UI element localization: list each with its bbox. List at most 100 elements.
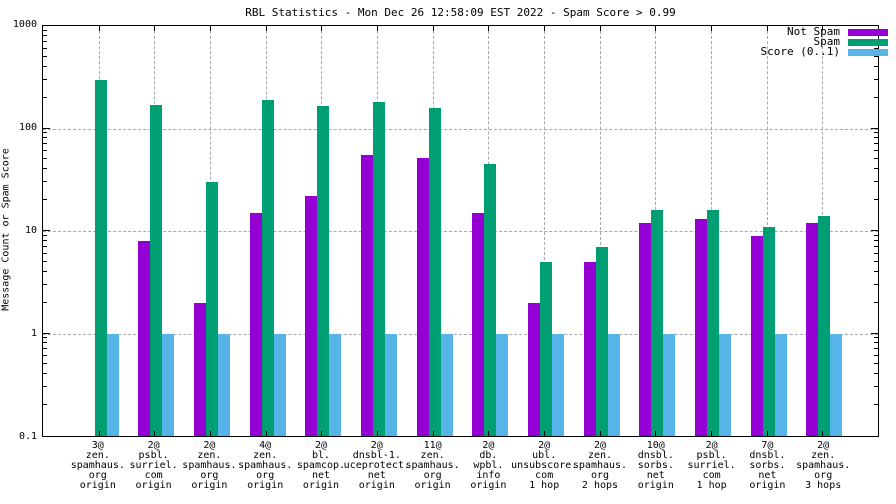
bar-score-0-1 bbox=[162, 333, 175, 436]
x-bottom-tick bbox=[822, 431, 824, 436]
y-minor-tick bbox=[43, 47, 47, 49]
x-category-label: 11@ zen. spamhaus. org origin bbox=[405, 440, 460, 491]
bar-not-spam bbox=[416, 157, 429, 436]
x-bottom-tick bbox=[210, 431, 211, 436]
bar-score-0-1 bbox=[218, 333, 230, 436]
y-minor-tick bbox=[874, 252, 878, 254]
x-top-tick bbox=[98, 26, 100, 31]
legend-swatch bbox=[848, 28, 888, 36]
y-tick-label: 1000 bbox=[12, 19, 37, 30]
y-minor-tick bbox=[43, 301, 47, 303]
y-major-tick bbox=[43, 230, 50, 231]
y-minor-tick bbox=[43, 386, 47, 388]
y-minor-tick bbox=[43, 96, 47, 98]
x-category-label: 2@ psbl. surriel. com origin bbox=[129, 440, 178, 491]
y-minor-tick bbox=[43, 132, 47, 134]
bar-not-spam bbox=[639, 222, 652, 436]
x-bottom-tick bbox=[655, 431, 657, 436]
x-category-label: 4@ zen. spamhaus. org origin bbox=[238, 440, 293, 491]
y-minor-tick bbox=[874, 150, 878, 152]
y-minor-tick bbox=[43, 363, 47, 365]
y-minor-tick bbox=[874, 158, 878, 160]
y-minor-tick bbox=[43, 29, 47, 31]
bar-not-spam bbox=[361, 155, 373, 436]
bar-score-0-1 bbox=[273, 333, 286, 436]
legend-swatch bbox=[848, 38, 888, 46]
y-minor-tick bbox=[43, 245, 47, 247]
bar-not-spam bbox=[249, 212, 262, 436]
y-minor-tick bbox=[43, 252, 47, 254]
x-bottom-tick bbox=[488, 431, 490, 436]
x-category-label: 2@ dnsbl-1. uceprotect. net origin bbox=[343, 440, 410, 491]
bar-not-spam bbox=[138, 240, 151, 436]
y-minor-tick bbox=[874, 47, 878, 49]
y-major-tick bbox=[871, 332, 878, 334]
y-minor-tick bbox=[43, 239, 47, 241]
legend-row: Not Spam bbox=[761, 26, 888, 37]
bar-spam bbox=[540, 261, 552, 436]
bar-spam bbox=[595, 246, 608, 436]
y-minor-tick bbox=[874, 65, 878, 67]
x-category-label: 10@ dnsbl. sorbs. net origin bbox=[637, 440, 674, 491]
y-minor-tick bbox=[43, 199, 47, 201]
x-top-tick bbox=[488, 26, 490, 31]
y-minor-tick bbox=[874, 96, 878, 98]
bar-spam bbox=[150, 104, 163, 436]
x-bottom-tick bbox=[599, 431, 601, 436]
y-minor-tick bbox=[874, 363, 878, 365]
y-minor-tick bbox=[874, 55, 878, 57]
y-minor-tick bbox=[874, 342, 878, 344]
y-minor-tick bbox=[874, 245, 878, 247]
bar-spam bbox=[651, 210, 664, 436]
bar-not-spam bbox=[695, 219, 707, 436]
x-top-tick bbox=[822, 26, 824, 31]
x-category-label: 2@ zen. spamhaus. org 3 hops bbox=[796, 440, 851, 491]
y-minor-tick bbox=[874, 373, 878, 375]
bar-score-0-1 bbox=[496, 333, 509, 436]
bar-spam bbox=[484, 164, 497, 436]
bar-not-spam bbox=[305, 195, 318, 436]
x-bottom-tick bbox=[321, 431, 323, 436]
y-tick-label: 0.1 bbox=[18, 431, 37, 442]
y-major-tick bbox=[871, 230, 878, 231]
y-minor-tick bbox=[874, 301, 878, 303]
x-top-tick bbox=[711, 26, 712, 31]
y-minor-tick bbox=[874, 234, 878, 236]
x-top-tick bbox=[265, 26, 267, 31]
gridline-horizontal bbox=[43, 231, 878, 232]
bar-spam bbox=[317, 106, 330, 436]
bar-spam bbox=[707, 210, 719, 436]
bar-score-0-1 bbox=[607, 333, 620, 436]
y-major-tick bbox=[43, 332, 50, 334]
x-top-tick bbox=[154, 26, 156, 31]
x-category-label: 2@ db. wpbl. info origin bbox=[470, 440, 507, 491]
y-tick-label: 1 bbox=[30, 328, 37, 339]
y-minor-tick bbox=[43, 40, 47, 42]
bar-score-0-1 bbox=[719, 333, 731, 436]
y-minor-tick bbox=[43, 270, 47, 272]
bar-not-spam bbox=[194, 302, 206, 436]
bar-not-spam bbox=[472, 212, 485, 436]
x-top-tick bbox=[377, 26, 378, 31]
x-category-label: 2@ zen. spamhaus. org origin bbox=[182, 440, 237, 491]
bar-not-spam bbox=[806, 222, 819, 436]
bar-score-0-1 bbox=[830, 333, 843, 436]
y-minor-tick bbox=[43, 234, 47, 236]
bar-score-0-1 bbox=[774, 333, 787, 436]
bar-score-0-1 bbox=[106, 333, 119, 436]
y-minor-tick bbox=[43, 181, 47, 183]
bar-not-spam bbox=[583, 261, 596, 436]
x-category-label: 2@ bl. spamcop. net origin bbox=[296, 440, 346, 491]
bar-spam bbox=[94, 79, 107, 436]
y-minor-tick bbox=[874, 199, 878, 201]
bar-not-spam bbox=[750, 235, 763, 436]
bar-spam bbox=[818, 216, 831, 436]
y-minor-tick bbox=[43, 337, 47, 339]
bar-not-spam bbox=[528, 302, 540, 436]
y-minor-tick bbox=[43, 348, 47, 350]
x-bottom-tick bbox=[377, 431, 378, 436]
y-minor-tick bbox=[43, 355, 47, 357]
x-top-tick bbox=[321, 26, 323, 31]
y-minor-tick bbox=[874, 270, 878, 272]
x-top-tick bbox=[210, 26, 211, 31]
